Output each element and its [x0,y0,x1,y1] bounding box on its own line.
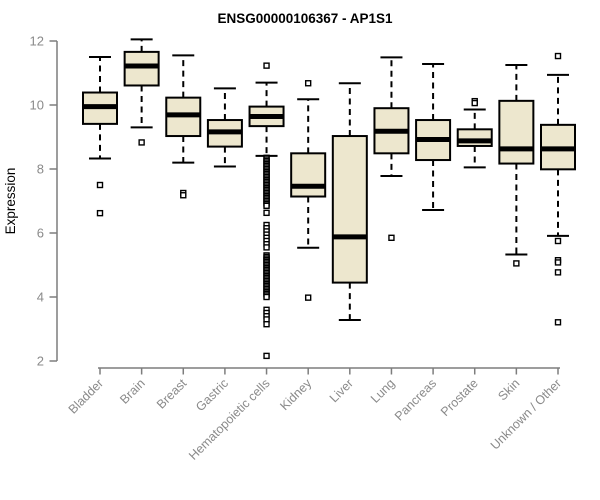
x-category-label: Pancreas [392,376,439,423]
box-breast [165,54,202,199]
iqr-box [498,99,535,165]
x-category-label: Lung [368,376,398,406]
box-unknown-other [540,52,576,326]
iqr-box [290,152,327,198]
y-tick-label: 6 [37,226,44,241]
outlier-point [554,269,562,276]
outlier-point [263,202,270,210]
box-prostate [456,97,493,169]
box-brain [123,38,160,146]
outlier-point [304,80,312,87]
outlier-point [554,52,562,60]
box-gastric [206,87,243,168]
x-category-label: Liver [327,376,356,405]
iqr-box [331,135,368,284]
outlier-point [263,321,270,328]
box-skin [498,64,535,267]
y-tick-label: 10 [30,98,44,113]
outlier-point [263,62,270,69]
outlier-point [554,319,562,326]
outlier-point [554,259,562,266]
box-liver [331,82,368,322]
y-tick-label: 4 [37,290,44,305]
outlier-point [96,181,104,189]
x-category-label: Bladder [66,376,106,416]
x-category-label: Brain [117,376,148,407]
x-category-label: Prostate [438,376,481,419]
x-category-label: Skin [495,376,522,403]
outlier-point [471,99,478,107]
x-category-label: Gastric [193,376,231,414]
outlier-point [388,234,395,242]
outlier-point [263,352,270,360]
y-tick-label: 8 [37,162,44,177]
box-kidney [290,80,327,301]
outlier-point [554,237,562,245]
box-pancreas [415,63,452,211]
y-axis-label: Expression [3,168,18,235]
outlier-point [263,209,270,217]
y-tick-label: 12 [30,34,44,49]
iqr-box [456,128,493,147]
x-category-label: Unknown / Other [488,376,564,452]
outlier-point [513,260,520,267]
y-tick-label: 2 [37,354,44,369]
outlier-point [96,209,104,217]
outlier-point [263,244,270,251]
chart-title: ENSG00000106367 - AP1S1 [217,11,393,26]
outlier-point [304,294,312,301]
outlier-point [263,293,270,301]
x-category-label: Kidney [277,376,314,413]
plot-area: 2 4 6 8 10 12 Bladder Brain Breast GastricHematop… [30,34,576,463]
x-category-label: Hematopoietic cells [186,376,273,463]
box-lung [373,56,410,242]
iqr-box [123,50,160,87]
box-hematopoietic-cells [248,62,285,360]
outlier-point [180,192,187,199]
outlier-point [138,139,145,146]
x-category-label: Breast [154,376,190,412]
box-bladder [82,56,118,217]
